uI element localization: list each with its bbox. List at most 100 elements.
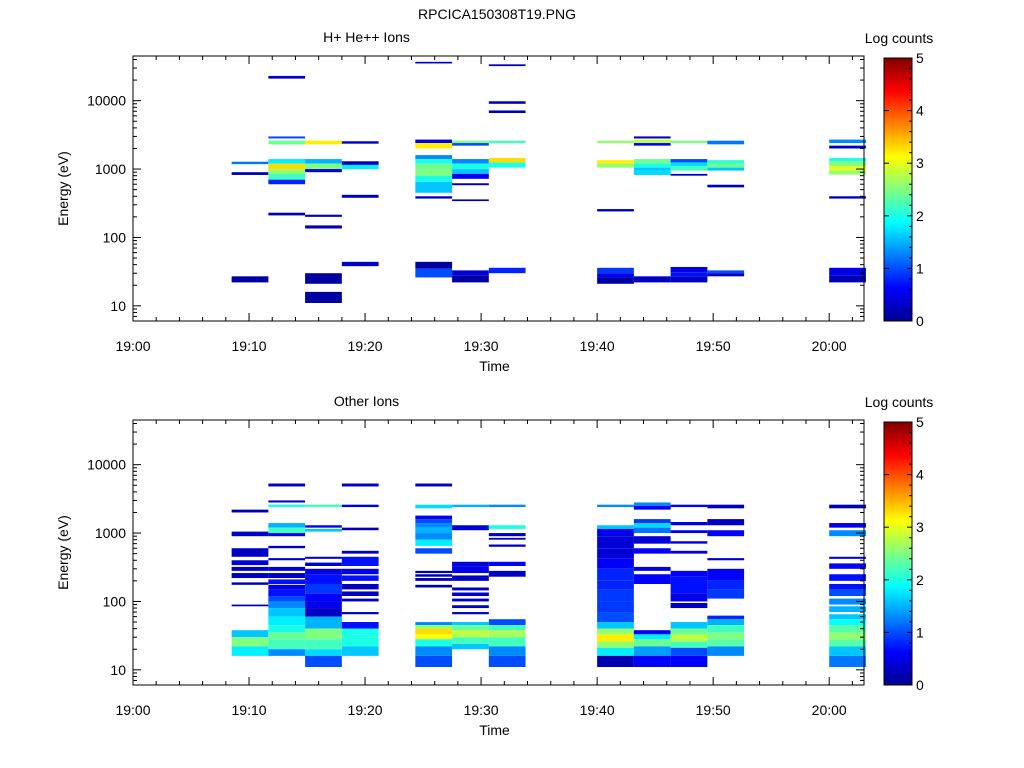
heatmap-cell	[597, 601, 634, 613]
heatmap-cell	[670, 530, 708, 534]
heatmap-cell	[829, 598, 866, 605]
heatmap-cell	[415, 625, 453, 629]
heatmap-cell	[415, 584, 453, 588]
heatmap-cell	[707, 625, 745, 633]
heatmap-cell	[597, 568, 634, 581]
heatmap-cell	[341, 164, 379, 170]
heatmap-cell	[829, 583, 866, 590]
heatmap-cell	[633, 505, 671, 510]
heatmap-cell	[452, 612, 489, 615]
heatmap-cell	[305, 574, 342, 584]
heatmap-cell	[341, 483, 379, 487]
y-axis-label: Energy (eV)	[55, 515, 71, 590]
heatmap-cell	[268, 527, 306, 534]
y-tick-label: 1000	[95, 161, 126, 177]
x-tick-label: 19:20	[348, 338, 383, 354]
colorbar: Log counts 0 1 2 3 4 5	[865, 30, 934, 329]
heatmap-cell	[341, 622, 379, 629]
heatmap-cell	[488, 570, 526, 577]
heatmap-cell	[415, 268, 453, 278]
heatmap-cell	[305, 649, 342, 656]
heatmap-cell	[415, 155, 453, 160]
heatmap-cell	[597, 647, 634, 656]
heatmap-cell	[231, 560, 269, 566]
colorbar-tick-label: 1	[916, 624, 924, 640]
heatmap-cell	[452, 630, 489, 638]
heatmap-cell	[415, 639, 453, 647]
heatmap-cell	[829, 161, 866, 167]
heatmap-cell	[341, 194, 379, 198]
heatmap-cell	[707, 646, 745, 656]
heatmap-cell	[707, 504, 745, 509]
heatmap-cell	[829, 170, 866, 175]
y-axis-label: Energy (eV)	[55, 151, 71, 226]
heatmap-cell	[633, 523, 671, 528]
heatmap-cell	[597, 548, 634, 559]
y-tick-label: 1000	[95, 525, 126, 541]
heatmap-cell	[415, 163, 453, 170]
heatmap-cell	[670, 593, 708, 602]
heatmap-cell	[305, 593, 342, 602]
heatmap-cell	[231, 509, 269, 513]
heatmap-cell	[829, 158, 866, 162]
heatmap-cell	[341, 527, 379, 531]
heatmap-cell	[268, 608, 306, 617]
colorbar-tick-label: 5	[916, 414, 924, 430]
heatmap-cell	[268, 533, 306, 537]
heatmap-cell	[231, 630, 269, 638]
heatmap-cell	[707, 568, 745, 581]
heatmap-cell	[707, 163, 745, 168]
heatmap-cell	[829, 589, 866, 597]
heatmap-cell	[707, 160, 745, 164]
heatmap-cell	[670, 570, 708, 577]
panel-title: Other Ions	[334, 393, 399, 409]
heatmap-cell	[488, 646, 526, 656]
heatmap-cell	[452, 643, 489, 650]
heatmap-cell	[670, 140, 708, 144]
heatmap-cell	[488, 630, 526, 638]
heatmap-cell	[415, 169, 453, 176]
heatmap-cell	[452, 159, 489, 164]
heatmap-cell	[829, 145, 866, 149]
heatmap-cell	[452, 163, 489, 170]
heatmap-cell	[829, 563, 866, 569]
heatmap-cell	[597, 504, 634, 508]
heatmap-cell	[268, 140, 306, 145]
heatmap-cell	[670, 641, 708, 648]
heatmap-cell	[415, 504, 453, 509]
heatmap-cell	[268, 500, 306, 503]
heatmap-cell	[452, 561, 489, 567]
heatmap-cell	[305, 291, 342, 303]
heatmap-cell	[305, 628, 342, 640]
heatmap-cell	[597, 140, 634, 144]
colorbar: Log counts 0 1 2 3 4 5	[865, 394, 934, 693]
heatmap-cell	[231, 604, 269, 607]
heatmap-cell	[305, 528, 342, 532]
heatmap-cell	[670, 159, 708, 163]
heatmap-cell	[268, 545, 306, 549]
heatmap-cell	[305, 504, 342, 508]
heatmap-cell	[597, 160, 634, 164]
heatmap-cell	[488, 625, 526, 631]
heatmap-cell	[670, 276, 708, 283]
x-tick-label: 19:50	[696, 702, 731, 718]
heatmap-cell	[268, 169, 306, 174]
colorbar-tick-label: 1	[916, 260, 924, 276]
colorbar-tick-label: 0	[916, 313, 924, 329]
heatmap-cell	[670, 634, 708, 642]
heatmap-cell	[633, 639, 671, 647]
heatmap-cell	[452, 622, 489, 626]
heatmap-cell	[231, 548, 269, 557]
heatmap-cell	[829, 139, 866, 144]
heatmap-cell	[597, 273, 634, 278]
heatmap-cell	[707, 639, 745, 647]
heatmap-cell	[829, 523, 866, 528]
heatmap-cell	[268, 632, 306, 640]
heatmap-cell	[415, 181, 453, 193]
heatmap-cell	[707, 140, 745, 145]
heatmap-cell	[633, 634, 671, 640]
heatmap-cell	[231, 637, 269, 647]
heatmap-cell	[415, 622, 453, 626]
colorbar-label: Log counts	[865, 30, 934, 46]
heatmap-cell	[341, 550, 379, 554]
